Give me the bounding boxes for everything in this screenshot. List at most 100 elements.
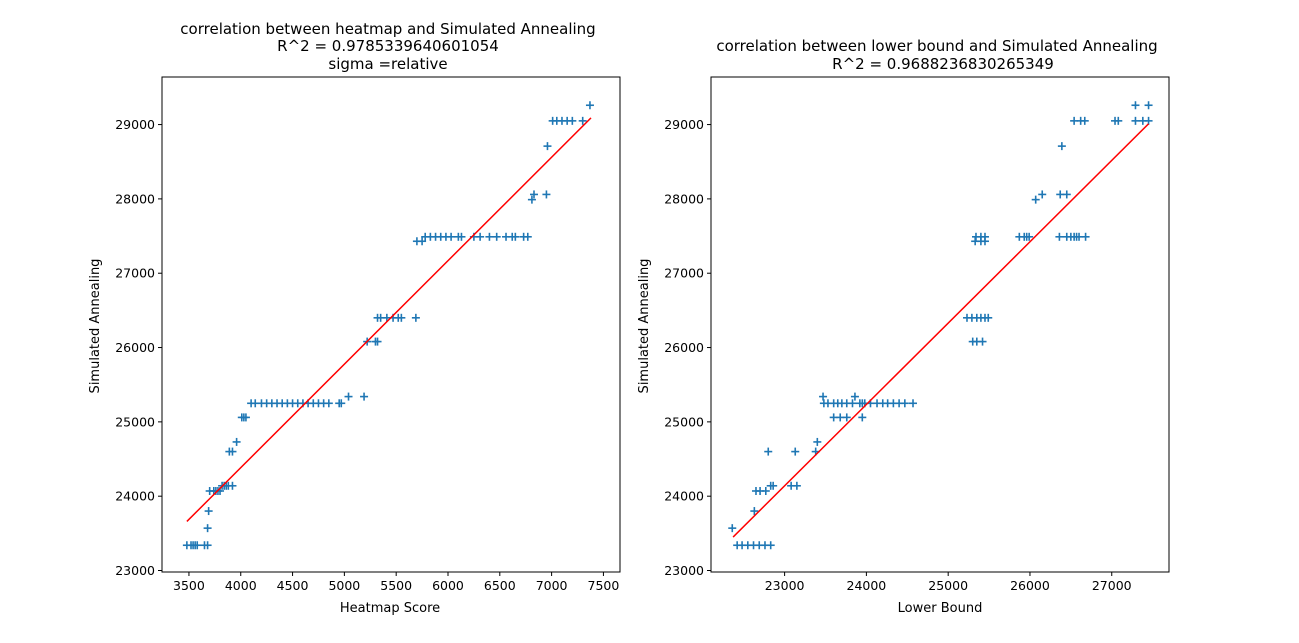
y-tick-label: 26000 <box>115 340 155 355</box>
scatter-point <box>819 392 828 401</box>
scatter-point <box>858 413 867 422</box>
x-tick-label: 24000 <box>847 578 887 593</box>
scatter-point <box>193 541 202 550</box>
fit-line <box>732 123 1150 538</box>
x-tick-label: 26000 <box>1010 578 1050 593</box>
scatter-point <box>228 447 237 456</box>
scatter-point <box>1131 101 1140 110</box>
scatter-point <box>750 507 759 516</box>
scatter-point <box>527 195 536 204</box>
scatter-point <box>1057 142 1066 151</box>
x-tick-label: 5000 <box>328 578 360 593</box>
scatter-point <box>232 437 241 446</box>
scatter-point <box>1080 116 1089 125</box>
scatter-point <box>792 481 801 490</box>
scatter-point <box>1114 116 1123 125</box>
scatter-point <box>203 524 212 533</box>
scatter-point <box>761 486 770 495</box>
scatter-point <box>1025 232 1034 241</box>
scatter-point <box>529 190 538 199</box>
scatter-point <box>578 116 587 125</box>
x-tick-label: 5500 <box>380 578 412 593</box>
x-axis-label: Lower Bound <box>898 601 983 616</box>
scatter-point <box>1144 116 1153 125</box>
plot-area <box>728 101 1153 550</box>
scatter-point <box>485 232 494 241</box>
scatter-point <box>337 399 346 408</box>
scatter-point <box>447 232 456 241</box>
x-tick-label: 6000 <box>432 578 464 593</box>
x-tick-label: 7500 <box>588 578 620 593</box>
scatter-point <box>204 507 213 516</box>
scatter-point <box>766 541 775 550</box>
y-tick-label: 25000 <box>115 414 155 429</box>
chart-heatmap: correlation between heatmap and Simulate… <box>88 20 621 616</box>
x-tick-label: 23000 <box>765 578 805 593</box>
y-tick-label: 25000 <box>664 414 704 429</box>
scatter-point <box>492 232 501 241</box>
scatter-point <box>585 101 594 110</box>
scatter-point <box>791 447 800 456</box>
y-axis-label: Simulated Annealing <box>88 259 103 394</box>
y-tick-label: 29000 <box>115 117 155 132</box>
y-tick-label: 24000 <box>664 489 704 504</box>
scatter-point <box>568 116 577 125</box>
y-tick-label: 28000 <box>115 191 155 206</box>
scatter-point <box>241 413 250 422</box>
scatter-point <box>543 142 552 151</box>
scatter-point <box>764 447 773 456</box>
chart-title-line-1: correlation between heatmap and Simulate… <box>180 20 595 38</box>
fit-line <box>186 117 592 522</box>
y-tick-label: 26000 <box>664 340 704 355</box>
chart-title-line-2: R^2 = 0.9688236830265349 <box>832 55 1054 73</box>
scatter-point <box>1038 190 1047 199</box>
x-tick-label: 25000 <box>928 578 968 593</box>
x-tick-label: 7000 <box>536 578 568 593</box>
y-tick-label: 27000 <box>115 266 155 281</box>
x-tick-label: 4500 <box>277 578 309 593</box>
scatter-point <box>523 232 532 241</box>
chart-title-line-3: sigma =relative <box>328 55 447 73</box>
scatter-point <box>1081 232 1090 241</box>
scatter-point <box>542 190 551 199</box>
axes-frame <box>161 76 621 573</box>
axis-ticks: 3500 4000 4500 5000 5500 6000 6500 7000 7500 2300… <box>115 117 619 593</box>
y-tick-label: 29000 <box>664 117 704 132</box>
y-tick-label: 23000 <box>664 563 704 578</box>
y-tick-label: 23000 <box>115 563 155 578</box>
scatter-point <box>984 313 993 322</box>
y-tick-label: 28000 <box>664 191 704 206</box>
scatter-point <box>769 481 778 490</box>
scatter-point <box>728 524 737 533</box>
scatter-point <box>324 399 333 408</box>
x-tick-label: 3500 <box>173 578 205 593</box>
y-tick-label: 27000 <box>664 266 704 281</box>
scatter-point <box>418 237 427 246</box>
x-tick-label: 27000 <box>1092 578 1132 593</box>
axis-ticks: 23000 24000 25000 26000 27000 23000 24000 25000… <box>664 117 1131 593</box>
scatter-point <box>360 392 369 401</box>
scatter-point <box>1031 195 1040 204</box>
scatter-point <box>842 413 851 422</box>
x-tick-label: 4000 <box>225 578 257 593</box>
scatter-point <box>511 232 520 241</box>
axes-frame <box>710 76 1170 573</box>
scatter-point <box>228 481 237 490</box>
scatter-point <box>476 232 485 241</box>
plot-area <box>182 101 594 550</box>
scatter-point <box>344 392 353 401</box>
scatter-point <box>978 337 987 346</box>
chart-title-line-2: R^2 = 0.9785339640601054 <box>277 37 499 55</box>
scatter-point <box>900 399 909 408</box>
scatter-point <box>397 313 406 322</box>
scatter-point <box>373 337 382 346</box>
chart-lower-bound: correlation between lower bound and Simu… <box>637 37 1170 616</box>
x-tick-label: 6500 <box>484 578 516 593</box>
scatter-point <box>850 392 859 401</box>
scatter-point <box>1062 190 1071 199</box>
scatter-point <box>909 399 918 408</box>
scatter-point <box>848 399 857 408</box>
scatter-point <box>411 313 420 322</box>
